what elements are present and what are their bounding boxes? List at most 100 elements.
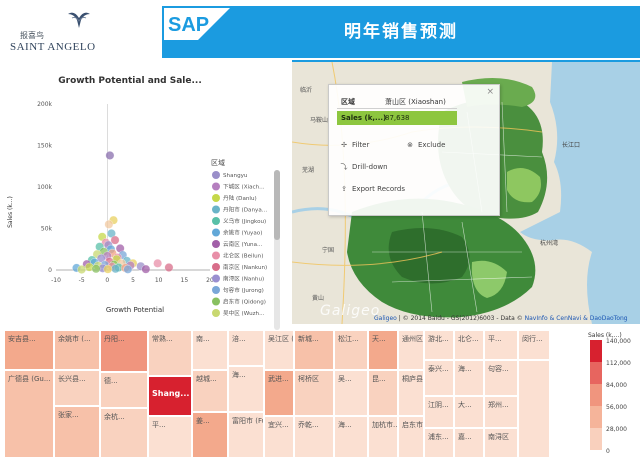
x-tick-label: 15 [181, 277, 189, 284]
treemap-tile[interactable]: 泰兴... [424, 360, 454, 396]
x-tick-label: 20 [206, 277, 214, 284]
scatter-point [153, 259, 162, 268]
treemap-tile[interactable]: 浦东... [424, 428, 454, 458]
sea-area [520, 62, 640, 324]
treemap-tile[interactable]: 丹阳... [100, 330, 148, 372]
treemap-tile[interactable]: 南... [192, 330, 228, 370]
attribution-link-galigeo[interactable]: Galigeo [374, 315, 397, 322]
treemap-tile[interactable]: 加杭市... [368, 416, 398, 458]
treemap-tile[interactable]: 海... [334, 416, 368, 458]
popup-close-button[interactable]: × [486, 87, 494, 97]
scale-swatch [590, 406, 602, 428]
treemap-tile[interactable]: 新城... [294, 330, 334, 370]
scatter-point [110, 235, 120, 245]
scatter-chart-panel: Growth Potential and Sale... -10 -5 0 5 10 15… [0, 62, 290, 330]
x-axis-label: Growth Potential [106, 306, 164, 314]
exclude-action[interactable]: ⊗ Exclude [405, 139, 445, 151]
treemap-tile[interactable]: 武进... [264, 370, 294, 416]
scale-swatch [590, 362, 602, 384]
treemap-tile[interactable]: 江阴... [424, 396, 454, 428]
treemap-tile[interactable]: 张家... [54, 406, 100, 458]
legend-swatch [212, 309, 220, 317]
treemap-tile[interactable]: 南浔区 [484, 428, 518, 458]
treemap-tile[interactable]: 柯桥区 [294, 370, 334, 416]
x-tick-label: 5 [131, 277, 135, 284]
scale-label: 84,000 [606, 382, 627, 389]
treemap-tile[interactable]: 吴... [334, 370, 368, 416]
color-scale-legend: Sales (k,...) 140,000 112,000 84,000 56,000… [586, 332, 640, 455]
treemap-tile[interactable]: 郑州... [484, 396, 518, 428]
legend-swatch [212, 171, 220, 179]
treemap-tile[interactable]: 桐庐县 (... [398, 370, 424, 416]
treemap-tile[interactable]: 松江... [334, 330, 368, 370]
treemap-tile[interactable]: 常熟... [148, 330, 192, 376]
scatter-point [164, 263, 174, 272]
treemap-tile[interactable]: 德... [100, 372, 148, 408]
treemap-tile[interactable]: 北仑... [454, 330, 484, 360]
treemap-tile[interactable]: 乔乾... [294, 416, 334, 458]
legend-label: 吴中区 (Wuzh... [223, 309, 265, 317]
treemap-tile[interactable]: 越城... [192, 370, 228, 412]
treemap-tile[interactable]: 富阳市 (Fu... [228, 412, 264, 458]
legend-label: Shangyu [223, 173, 248, 179]
scatter-point [103, 264, 113, 274]
popup-sales-row: Sales (k,...) 87,638 [337, 111, 457, 125]
treemap-tile[interactable]: 句容... [484, 360, 518, 396]
treemap-tile[interactable]: 闵行... [518, 330, 550, 360]
legend-scrollbar[interactable] [274, 170, 280, 330]
popup-sales-key: Sales (k,...) [341, 114, 387, 122]
treemap-tile[interactable]: 涪... [228, 330, 264, 366]
saint-angelo-logo: 报喜鸟 SAINT ANGELO [8, 8, 128, 56]
treemap-tile[interactable]: 长兴县... [54, 370, 100, 406]
scale-swatch [590, 428, 602, 450]
scale-label-min: 0 [606, 448, 610, 455]
filter-action[interactable]: ✢ Filter [339, 139, 369, 151]
y-tick-label: 150k [37, 143, 52, 150]
treemap-tile[interactable]: 游北... [424, 330, 454, 360]
attribution-link-data[interactable]: NavInfo & CenNavi & DaoDaoTong [524, 315, 628, 322]
treemap-tile[interactable]: 大... [454, 396, 484, 428]
treemap-tile[interactable] [518, 360, 550, 458]
treemap-tile[interactable]: 姜... [192, 412, 228, 458]
treemap-tile-highlight[interactable]: Shang... [148, 376, 192, 416]
popup-region-key: 区域 [341, 98, 355, 106]
legend-swatch [212, 251, 220, 260]
treemap-tile[interactable]: 吴江区 (Ta... [264, 330, 294, 370]
legend-label: 下城区 (Xiach... [223, 184, 265, 191]
treemap-tile[interactable]: 余姚市 (... [54, 330, 100, 370]
x-tick-label: 10 [155, 277, 163, 284]
sap-logo: SAP [164, 8, 230, 40]
treemap-tile[interactable]: 平... [148, 416, 192, 458]
legend-label: 南京区 (Nankun) [223, 263, 267, 271]
treemap-tile[interactable]: 平... [484, 330, 518, 360]
exclude-icon: ⊗ [407, 141, 413, 149]
scatter-point [105, 151, 115, 160]
treemap-tile[interactable]: 海... [454, 360, 484, 396]
treemap-tile[interactable]: 嘉... [454, 428, 484, 458]
region-popup: × 区域 萧山区 (Xiaoshan) Sales (k,...) 87,638… [328, 84, 500, 216]
treemap-tile[interactable]: 安吉县... [4, 330, 54, 370]
treemap-tile[interactable]: 昆... [368, 370, 398, 416]
x-tick-label: 0 [105, 277, 109, 284]
legend-label: 丹陆 (Danlu) [223, 194, 257, 202]
y-axis-label: Sales (k...) [7, 196, 14, 228]
treemap-tile[interactable]: 通州区 (To... [398, 330, 424, 370]
map-panel[interactable]: 长江口 杭州湾 马鞍山 芜湖 宁国 黄山 临沂 × 区域 萧山区 (Xiaosh… [292, 62, 640, 324]
popup-sales-value: 87,638 [385, 114, 410, 122]
treemap-tile[interactable]: 海... [228, 366, 264, 412]
drill-down-action[interactable]: ⤵ Drill-down [339, 161, 388, 173]
treemap-tile[interactable]: 宜兴... [264, 416, 294, 458]
treemap-tile[interactable]: 广德县 (Gu... [4, 370, 54, 458]
legend-swatch [212, 274, 220, 283]
legend-swatch [212, 217, 220, 225]
treemap-tile[interactable]: 天... [368, 330, 398, 370]
treemap-tile[interactable]: 余杭... [100, 408, 148, 458]
y-tick-label: 200k [37, 101, 52, 108]
y-tick-label: 50k [41, 226, 53, 233]
scatter-point [141, 264, 151, 274]
legend-scroll-thumb[interactable] [274, 170, 280, 240]
legend-swatch [212, 205, 220, 214]
export-action[interactable]: ⇪ Export Records [339, 183, 405, 195]
scatter-point [77, 265, 87, 274]
treemap-tile[interactable]: 启东市 (... [398, 416, 424, 458]
